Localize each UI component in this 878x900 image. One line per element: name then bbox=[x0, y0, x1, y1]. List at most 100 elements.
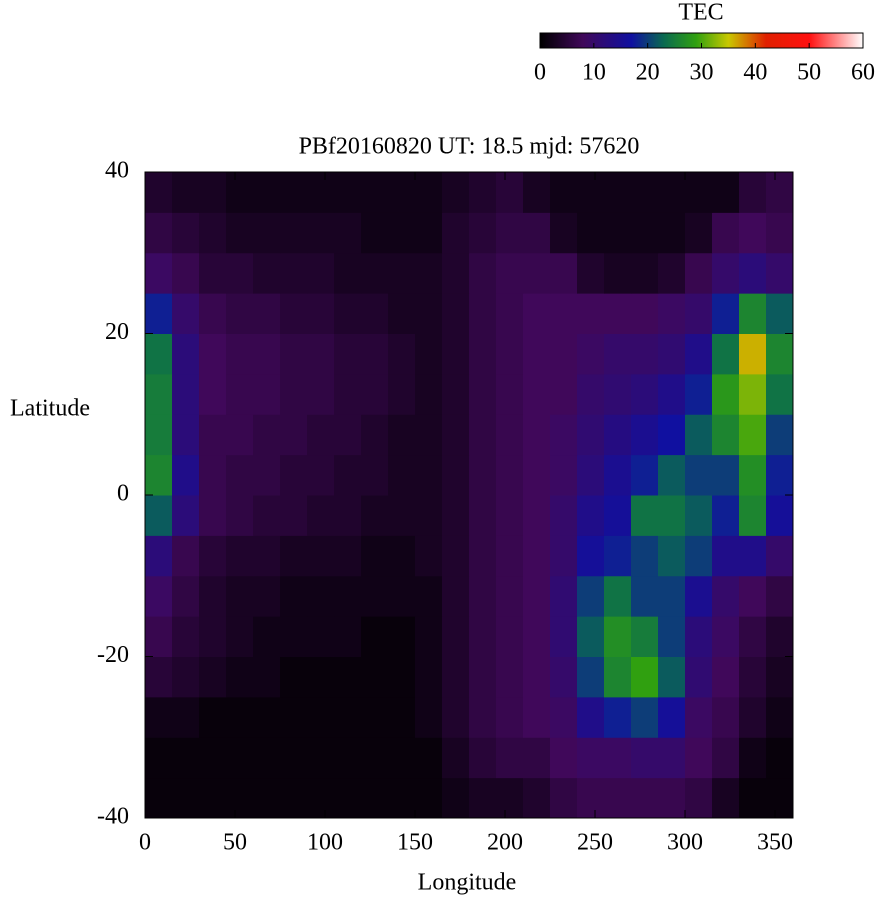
heat-cell bbox=[442, 293, 470, 334]
heat-cell bbox=[631, 414, 659, 456]
heat-cell bbox=[145, 696, 173, 738]
heat-cell bbox=[496, 293, 524, 334]
heat-cell bbox=[739, 777, 767, 819]
heat-cell bbox=[469, 656, 497, 698]
x-tick-label: 300 bbox=[667, 830, 703, 856]
heat-cell bbox=[415, 777, 443, 819]
heat-cell bbox=[172, 293, 200, 334]
heat-cell bbox=[442, 656, 470, 698]
chart-title: PBf20160820 UT: 18.5 mjd: 57620 bbox=[299, 134, 640, 160]
heat-cell bbox=[415, 373, 443, 415]
heat-cell bbox=[496, 616, 524, 657]
heat-cell bbox=[739, 212, 767, 254]
heat-cell bbox=[712, 212, 740, 254]
heat-cell bbox=[496, 495, 524, 536]
heat-cell bbox=[685, 575, 713, 617]
heat-cell bbox=[766, 495, 794, 536]
heat-cell bbox=[631, 252, 659, 294]
heat-cell bbox=[226, 696, 254, 738]
heat-cell bbox=[145, 575, 173, 617]
heat-cell bbox=[388, 575, 416, 617]
heat-cell bbox=[226, 172, 254, 213]
heat-cell bbox=[631, 535, 659, 577]
heat-cell bbox=[280, 535, 308, 577]
heat-cell bbox=[658, 495, 686, 536]
x-tick-label: 50 bbox=[223, 830, 247, 856]
heat-cell bbox=[388, 696, 416, 738]
heat-cell bbox=[307, 777, 335, 819]
heat-cell bbox=[550, 696, 578, 738]
heat-cell bbox=[577, 414, 605, 456]
heat-cell bbox=[361, 616, 389, 657]
heat-cell bbox=[361, 737, 389, 779]
heat-cell bbox=[172, 575, 200, 617]
heat-cell bbox=[388, 454, 416, 496]
heat-cell bbox=[388, 212, 416, 254]
heat-cell bbox=[550, 575, 578, 617]
heat-cell bbox=[739, 293, 767, 334]
heat-cell bbox=[226, 373, 254, 415]
heat-cell bbox=[739, 616, 767, 657]
x-tick-label: 250 bbox=[577, 830, 613, 856]
heat-cell bbox=[388, 495, 416, 536]
heat-cell bbox=[712, 172, 740, 213]
heat-cell bbox=[388, 656, 416, 698]
heat-cell bbox=[658, 454, 686, 496]
heat-cell bbox=[334, 535, 362, 577]
heat-cell bbox=[415, 414, 443, 456]
heat-cell bbox=[523, 656, 551, 698]
heat-cell bbox=[550, 535, 578, 577]
heat-cell bbox=[307, 172, 335, 213]
heat-cell bbox=[523, 414, 551, 456]
heat-cell bbox=[361, 656, 389, 698]
heat-cell bbox=[442, 414, 470, 456]
colorbar-label: TEC bbox=[678, 0, 723, 26]
heat-cell bbox=[307, 656, 335, 698]
heat-cell bbox=[523, 373, 551, 415]
heat-cell bbox=[415, 172, 443, 213]
heat-cell bbox=[496, 696, 524, 738]
heat-cell bbox=[226, 495, 254, 536]
heat-cell bbox=[685, 495, 713, 536]
heat-cell bbox=[577, 737, 605, 779]
heat-cell bbox=[253, 495, 281, 536]
heat-cell bbox=[550, 333, 578, 375]
heat-cell bbox=[604, 737, 632, 779]
heat-cell bbox=[199, 616, 227, 657]
colorbar-tick-label: 60 bbox=[851, 60, 875, 86]
heat-cell bbox=[226, 293, 254, 334]
heat-cell bbox=[658, 252, 686, 294]
heat-cell bbox=[604, 616, 632, 657]
heat-cell bbox=[442, 696, 470, 738]
heat-cell bbox=[658, 575, 686, 617]
heat-cell bbox=[280, 575, 308, 617]
heat-cell bbox=[658, 777, 686, 819]
heat-cell bbox=[415, 737, 443, 779]
heat-cell bbox=[145, 212, 173, 254]
heat-cell bbox=[280, 696, 308, 738]
heat-cell bbox=[280, 293, 308, 334]
heat-cell bbox=[199, 212, 227, 254]
heat-cell bbox=[172, 737, 200, 779]
heat-cell bbox=[172, 172, 200, 213]
heat-cell bbox=[388, 293, 416, 334]
heat-cell bbox=[496, 333, 524, 375]
heat-cell bbox=[442, 495, 470, 536]
heat-cell bbox=[577, 777, 605, 819]
heat-cell bbox=[550, 737, 578, 779]
heat-cell bbox=[523, 535, 551, 577]
heat-cell bbox=[415, 454, 443, 496]
heat-cell bbox=[145, 656, 173, 698]
heat-cell bbox=[280, 737, 308, 779]
heat-cell bbox=[469, 737, 497, 779]
heat-cell bbox=[550, 252, 578, 294]
heat-cell bbox=[496, 777, 524, 819]
heat-cell bbox=[739, 333, 767, 375]
heat-cell bbox=[280, 333, 308, 375]
heat-cell bbox=[766, 212, 794, 254]
heat-cell bbox=[172, 333, 200, 375]
heat-cell bbox=[496, 656, 524, 698]
heat-cell bbox=[496, 575, 524, 617]
heat-cell bbox=[361, 535, 389, 577]
